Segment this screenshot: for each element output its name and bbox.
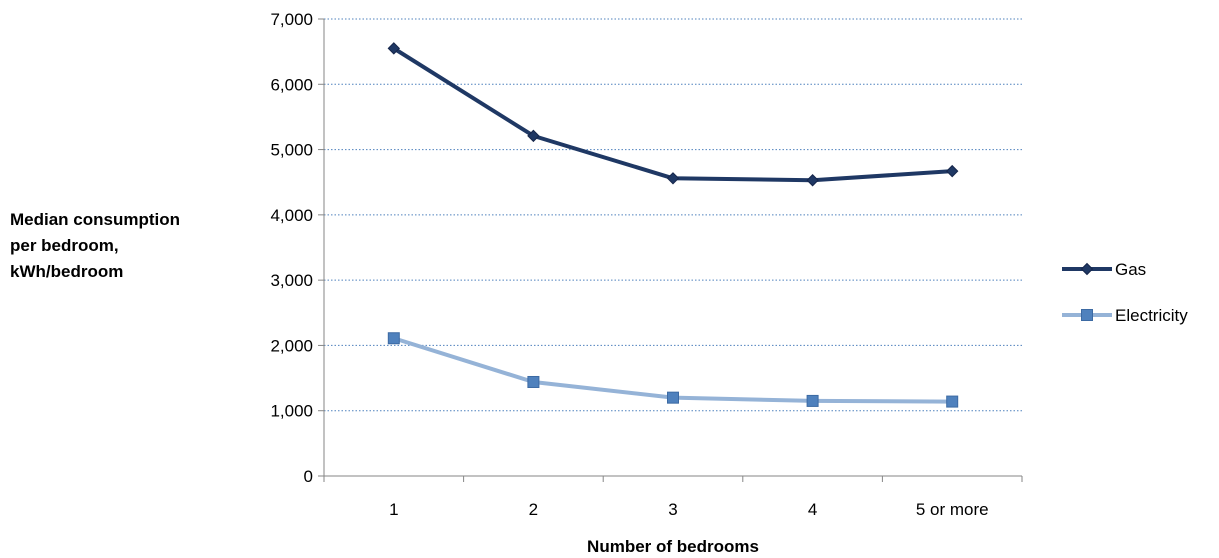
y-tick-label: 2,000	[270, 336, 313, 355]
data-point	[387, 332, 400, 345]
y-tick-label: 0	[304, 467, 313, 486]
series-electricity	[387, 332, 959, 408]
y-tick-label: 1,000	[270, 402, 313, 421]
data-point	[387, 42, 401, 55]
x-tick-label: 5 or more	[916, 500, 989, 519]
data-point	[667, 391, 679, 404]
y-tick-label: 4,000	[270, 206, 313, 225]
legend-swatch-marker	[1081, 309, 1093, 321]
legend-item-electricity: Electricity	[1062, 306, 1188, 325]
legend-label: Electricity	[1115, 306, 1188, 325]
series-layer	[387, 42, 959, 408]
y-tick-label: 6,000	[270, 75, 313, 94]
data-point	[945, 164, 959, 178]
data-point	[527, 129, 540, 143]
data-point	[806, 174, 819, 187]
legend-swatch-marker	[1080, 262, 1094, 276]
x-tick-label: 1	[389, 500, 398, 519]
y-tick-label: 5,000	[270, 141, 313, 160]
legend-item-gas: Gas	[1062, 260, 1146, 279]
x-tick-label: 4	[808, 500, 817, 519]
y-axis-label-line-1: Median consumption	[10, 210, 180, 229]
legend-label: Gas	[1115, 260, 1146, 279]
legend: Gas Electricity	[1062, 260, 1188, 325]
x-tick-label: 2	[529, 500, 538, 519]
y-tick-label: 7,000	[270, 10, 313, 29]
series-line	[391, 46, 955, 183]
y-axis-label-line-3: kWh/bedroom	[10, 262, 124, 281]
data-point	[946, 395, 959, 408]
data-point	[527, 375, 540, 388]
y-axis-label: Median consumption per bedroom, kWh/bedr…	[10, 207, 250, 285]
series-gas	[387, 42, 959, 187]
data-point	[666, 172, 680, 185]
y-axis-label-line-2: per bedroom,	[10, 236, 119, 255]
axes: 0 1,000 2,000 3,000 4,000 5,000 6,000 7,000 1 2 3 4…	[270, 10, 1023, 519]
x-tick-label: 3	[668, 500, 677, 519]
y-tick-label: 3,000	[270, 271, 313, 290]
x-axis-title: Number of bedrooms	[587, 537, 759, 556]
gridlines	[324, 18, 1022, 412]
data-point	[806, 394, 819, 407]
